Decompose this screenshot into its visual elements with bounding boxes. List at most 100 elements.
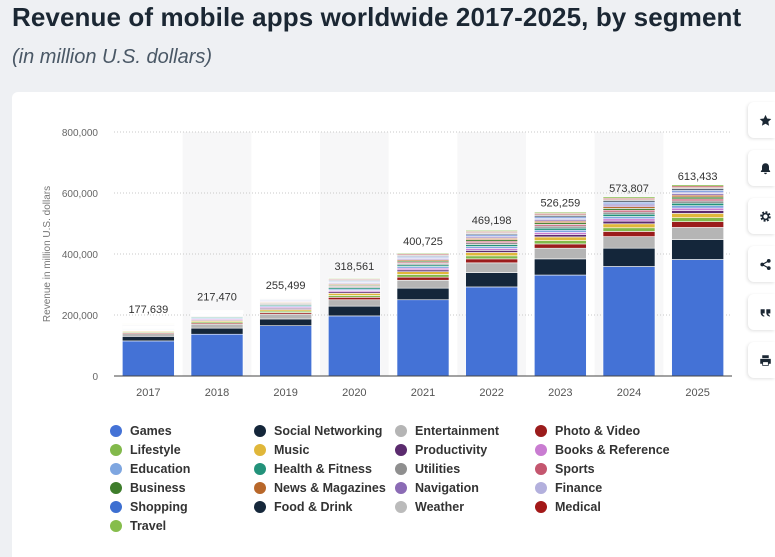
legend-item[interactable]: News & Magazines	[254, 479, 386, 497]
legend-item[interactable]: Utilities	[395, 460, 460, 478]
legend-item[interactable]: Music	[254, 441, 309, 459]
legend-swatch	[535, 501, 547, 513]
legend-item[interactable]: Social Networking	[254, 422, 382, 440]
bell-icon	[760, 162, 771, 174]
legend-item[interactable]: Books & Reference	[535, 441, 670, 459]
notification-button[interactable]	[748, 150, 775, 186]
legend-item[interactable]: Travel	[110, 517, 166, 535]
bar-segment	[671, 210, 724, 214]
legend-label: Shopping	[130, 500, 188, 514]
bar-segment	[190, 333, 244, 377]
bar-segment	[190, 327, 244, 335]
legend-swatch	[254, 444, 266, 456]
bar-segment	[671, 213, 724, 219]
legend-item[interactable]: Lifestyle	[110, 441, 181, 459]
legend-swatch	[395, 482, 407, 494]
bar-segment	[534, 258, 587, 276]
y-tick-label: 0	[92, 372, 98, 383]
legend-item[interactable]: Health & Fitness	[254, 460, 372, 478]
bar-segment	[534, 234, 587, 238]
legend-item[interactable]: Medical	[535, 498, 601, 516]
y-axis-label: Revenue in million U.S. dollars	[42, 186, 53, 322]
legend-label: Medical	[555, 500, 601, 514]
bar-segment	[534, 227, 587, 231]
total-label: 217,470	[197, 292, 237, 304]
bar-segment	[671, 207, 724, 211]
legend-item[interactable]: Navigation	[395, 479, 479, 497]
bar-stack-2021	[396, 252, 450, 377]
favorite-button[interactable]	[748, 102, 775, 138]
bar-segment	[465, 230, 518, 232]
bar-segment	[396, 276, 450, 281]
total-label: 318,561	[334, 261, 374, 273]
y-tick-label: 400,000	[62, 250, 99, 261]
legend-item[interactable]: Entertainment	[395, 422, 499, 440]
legend-label: Education	[130, 462, 191, 476]
bar-segment	[602, 220, 656, 225]
legend-swatch	[254, 425, 266, 437]
legend-swatch	[535, 444, 547, 456]
bar-segment	[671, 205, 724, 209]
legend-label: Books & Reference	[555, 443, 670, 457]
x-tick-label: 2018	[205, 387, 229, 399]
legend-label: News & Magazines	[274, 481, 386, 495]
gear-icon	[760, 210, 771, 222]
share-button[interactable]	[748, 246, 775, 282]
page-subtitle: (in million U.S. dollars)	[12, 46, 213, 68]
print-button[interactable]	[748, 342, 775, 378]
bar-segment	[259, 313, 312, 320]
legend-item[interactable]: Sports	[535, 460, 595, 478]
bar-segment	[602, 216, 656, 220]
bar-segment	[602, 247, 656, 267]
bar-segment	[602, 213, 656, 217]
legend-item[interactable]: Business	[110, 479, 186, 497]
legend-item[interactable]: Education	[110, 460, 190, 478]
bar-segment	[602, 266, 656, 377]
legend-item[interactable]: Food & Drink	[254, 498, 352, 516]
legend-label: Music	[274, 443, 310, 457]
bar-segment	[328, 315, 381, 377]
star-icon	[759, 114, 772, 126]
bar-segment	[602, 218, 656, 222]
legend-item[interactable]: Photo & Video	[535, 422, 640, 440]
bar-segment	[602, 231, 656, 237]
legend-label: Finance	[555, 481, 603, 495]
bar-segment	[465, 262, 518, 273]
total-label: 573,807	[609, 183, 649, 195]
bar-segment	[534, 243, 587, 249]
legend-label: Weather	[415, 500, 465, 514]
legend-swatch	[535, 425, 547, 437]
y-tick-label: 600,000	[62, 189, 99, 200]
bar-segment	[534, 274, 587, 377]
bar-stack-2017	[122, 323, 175, 377]
bar-segment	[671, 221, 724, 228]
legend-item[interactable]: Finance	[535, 479, 602, 497]
bar-segment	[671, 217, 724, 222]
bar-stack-2025	[671, 184, 724, 377]
bar-segment	[671, 259, 724, 377]
chart: 0 200,000 400,000 600,000 800,000 Revenue in…	[42, 128, 732, 399]
cite-button[interactable]	[748, 294, 775, 330]
bar-stack-2019	[259, 296, 312, 377]
settings-button[interactable]	[748, 198, 775, 234]
bar-segment	[465, 272, 518, 288]
y-tick-label: 200,000	[62, 311, 99, 322]
legend-label: Travel	[130, 519, 167, 533]
legend-item[interactable]: Shopping	[110, 498, 188, 516]
page-title: Revenue of mobile apps worldwide 2017-20…	[12, 2, 742, 32]
x-tick-label: 2023	[548, 387, 572, 399]
bar-segment	[328, 277, 381, 280]
bar-segment	[396, 299, 450, 377]
bars	[122, 184, 724, 377]
legend: Games Social Networking Entertainment Photo…	[110, 422, 750, 550]
bar-segment	[396, 271, 450, 275]
legend-label: Food & Drink	[274, 500, 353, 514]
bar-segment	[465, 252, 518, 257]
legend-item[interactable]: Games	[110, 422, 172, 440]
legend-label: Games	[130, 424, 172, 438]
bar-segment	[671, 227, 724, 240]
legend-item[interactable]: Productivity	[395, 441, 487, 459]
chart-card: 0 200,000 400,000 600,000 800,000 Revenue in…	[12, 92, 775, 557]
bar-segment	[396, 252, 450, 254]
legend-item[interactable]: Weather	[395, 498, 464, 516]
